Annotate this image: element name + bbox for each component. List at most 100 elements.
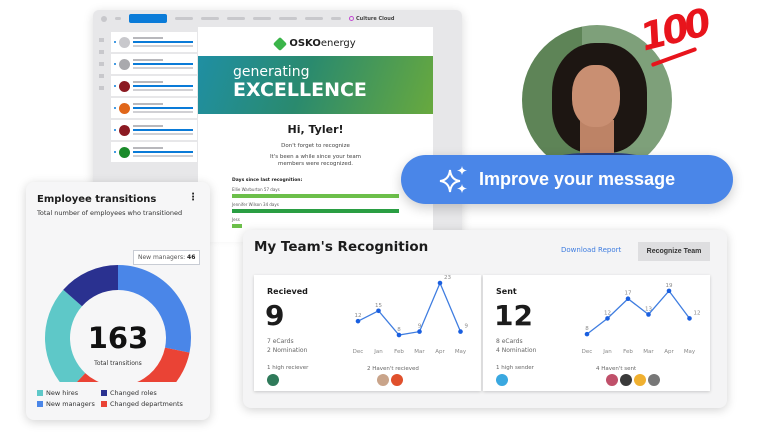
high-avatars	[267, 374, 279, 386]
download-report-link[interactable]: Download Report	[561, 246, 622, 254]
nav-tab[interactable]	[305, 17, 323, 20]
list-item-lines	[133, 103, 197, 113]
data-point[interactable]	[584, 331, 590, 337]
data-point[interactable]	[437, 280, 443, 286]
list-item-lines	[133, 125, 197, 135]
legend-label: Changed roles	[110, 389, 157, 397]
list-item-lines	[133, 81, 197, 91]
avatar[interactable]	[634, 374, 646, 386]
card-title: My Team's Recognition	[254, 239, 429, 255]
menu-icon[interactable]	[115, 17, 121, 20]
sidebar-icon[interactable]	[98, 62, 104, 66]
nominations-count: 4 Nomination	[496, 347, 537, 354]
data-label: 19	[666, 283, 673, 289]
avatar[interactable]	[496, 374, 508, 386]
legend-item-changed-departments[interactable]: Changed departments	[101, 400, 191, 408]
sent-panel: Sent 12 8 eCards 4 Nomination 1 high sender 4…	[483, 275, 710, 391]
x-tick-label: May	[684, 349, 696, 355]
nav-tab[interactable]	[227, 17, 245, 20]
series-line	[586, 289, 691, 335]
high-label: 1 high sender	[496, 365, 534, 371]
avatar[interactable]	[267, 374, 279, 386]
none-label: 2 Haven't recieved	[367, 366, 419, 372]
data-point[interactable]	[625, 296, 631, 302]
add-icon[interactable]	[101, 15, 107, 22]
data-point[interactable]	[355, 318, 361, 324]
data-point[interactable]	[666, 288, 672, 294]
x-tick-label: Mar	[643, 349, 654, 355]
donut-segment-changed-departments[interactable]	[68, 347, 190, 382]
nominations-count: 2 Nomination	[267, 347, 308, 354]
nav-tab[interactable]	[279, 17, 297, 20]
x-tick-label: Jan	[373, 349, 383, 355]
message-list	[111, 32, 197, 237]
unread-dot	[114, 63, 116, 65]
message-list-item[interactable]	[111, 76, 197, 96]
sidebar-icon[interactable]	[98, 86, 104, 90]
x-tick-label: Apr	[435, 349, 445, 355]
unread-dot	[114, 107, 116, 109]
improve-message-button[interactable]: Improve your message	[401, 155, 733, 204]
days-row-bar	[232, 209, 399, 213]
tooltip-value: 46	[187, 254, 196, 261]
message-list-item[interactable]	[111, 142, 197, 162]
data-label: 13	[645, 306, 652, 312]
avatar[interactable]	[377, 374, 389, 386]
message-list-item[interactable]	[111, 54, 197, 74]
sidebar-icon[interactable]	[98, 50, 104, 54]
avatar	[119, 58, 130, 70]
legend-item-new-managers[interactable]: New managers	[37, 400, 101, 408]
x-tick-label: Dec	[582, 349, 593, 355]
x-tick-label: Mar	[414, 349, 425, 355]
data-label: 17	[625, 291, 632, 297]
active-nav-tab[interactable]	[129, 14, 167, 23]
data-label: 9	[465, 324, 469, 330]
sidebar-icon[interactable]	[98, 38, 104, 42]
data-label: 12	[355, 313, 362, 319]
high-avatars	[496, 374, 508, 386]
message-list-item[interactable]	[111, 98, 197, 118]
recognize-team-button[interactable]: Recognize Team	[638, 242, 710, 261]
photo-face	[572, 65, 620, 127]
list-item-lines	[133, 37, 197, 47]
logo-rest: energy	[320, 38, 356, 49]
donut-segment-new-managers[interactable]	[118, 265, 192, 353]
line-chart: 8 Dec 12 Jan 17 Feb 13 Mar 19 Apr 12 May	[582, 283, 701, 355]
sparkles-icon	[439, 165, 467, 193]
nav-tab[interactable]	[253, 17, 271, 20]
email-reminder: Don't forget to recognize	[281, 143, 350, 149]
more-options-icon[interactable]: ⋮	[188, 192, 198, 203]
legend-item-new-hires[interactable]: New hires	[37, 389, 101, 397]
avatar[interactable]	[606, 374, 618, 386]
legend-item-changed-roles[interactable]: Changed roles	[101, 389, 191, 397]
message-list-item[interactable]	[111, 32, 197, 52]
donut-segment-new-hires[interactable]	[45, 289, 86, 382]
email-banner: generating EXCELLENCE	[198, 56, 433, 114]
avatar[interactable]	[391, 374, 403, 386]
avatar[interactable]	[620, 374, 632, 386]
nav-tab[interactable]	[201, 17, 219, 20]
x-tick-label: May	[455, 349, 467, 355]
data-point[interactable]	[396, 332, 402, 338]
data-point[interactable]	[376, 308, 381, 314]
panel-heading: Recieved	[267, 287, 308, 296]
avatar	[119, 80, 130, 92]
data-point[interactable]	[605, 316, 610, 321]
donut-segment-changed-roles[interactable]	[63, 265, 118, 307]
nav-tab[interactable]	[331, 17, 341, 20]
message-list-item[interactable]	[111, 120, 197, 140]
data-point[interactable]	[417, 329, 422, 334]
avatar[interactable]	[648, 374, 660, 386]
none-avatars	[377, 374, 403, 386]
nav-tab[interactable]	[175, 17, 193, 20]
profile-photo	[522, 25, 672, 175]
data-point[interactable]	[687, 316, 692, 321]
banner-line-2: EXCELLENCE	[233, 79, 367, 101]
data-point[interactable]	[646, 312, 651, 317]
panel-total: 12	[494, 299, 533, 332]
avatar	[119, 146, 130, 158]
data-point[interactable]	[458, 329, 463, 334]
ecards-count: 8 eCards	[496, 338, 523, 345]
sidebar-icon[interactable]	[98, 74, 104, 78]
x-tick-label: Feb	[623, 349, 633, 355]
